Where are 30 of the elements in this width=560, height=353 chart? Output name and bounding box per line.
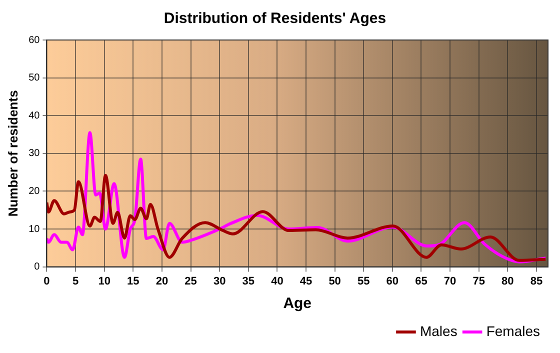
x-tick-label: 55 (357, 275, 370, 288)
y-tick-label: 60 (28, 34, 40, 46)
y-tick-label: 50 (28, 72, 40, 84)
x-tick-label: 65 (415, 275, 428, 288)
legend-label: Males (420, 322, 458, 339)
y-tick-label: 10 (28, 224, 40, 235)
x-tick-label: 45 (300, 275, 312, 288)
x-tick-label: 75 (472, 275, 485, 288)
y-tick-label: 30 (28, 148, 40, 160)
chart-title: Distribution of Residents' Ages (164, 10, 386, 28)
x-tick-label: 70 (444, 275, 456, 288)
x-tick-label: 0 (44, 275, 50, 288)
x-tick-label: 85 (530, 275, 543, 288)
x-tick-label: 40 (271, 275, 284, 288)
x-tick-label: 20 (156, 275, 168, 288)
x-tick-label: 5 (72, 275, 79, 288)
y-tick-label: 0 (34, 262, 40, 273)
x-tick-label: 50 (328, 275, 341, 288)
y-tick-label: 40 (28, 110, 40, 122)
x-tick-label: 35 (242, 275, 255, 288)
x-tick-label: 80 (502, 275, 514, 288)
x-tick-label: 10 (98, 275, 110, 288)
x-tick-label: 25 (184, 275, 197, 288)
x-tick-label: 15 (127, 275, 140, 288)
x-tick-label: 30 (213, 275, 226, 288)
x-tick-label: 60 (386, 275, 399, 288)
y-axis-title: Number of residents (5, 90, 20, 217)
x-axis-title: Age (283, 295, 312, 312)
legend-label: Females (486, 322, 540, 339)
y-tick-label: 20 (28, 186, 40, 197)
